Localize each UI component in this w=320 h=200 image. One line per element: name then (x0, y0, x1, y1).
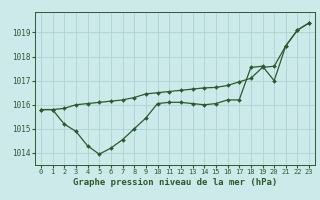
X-axis label: Graphe pression niveau de la mer (hPa): Graphe pression niveau de la mer (hPa) (73, 178, 277, 187)
